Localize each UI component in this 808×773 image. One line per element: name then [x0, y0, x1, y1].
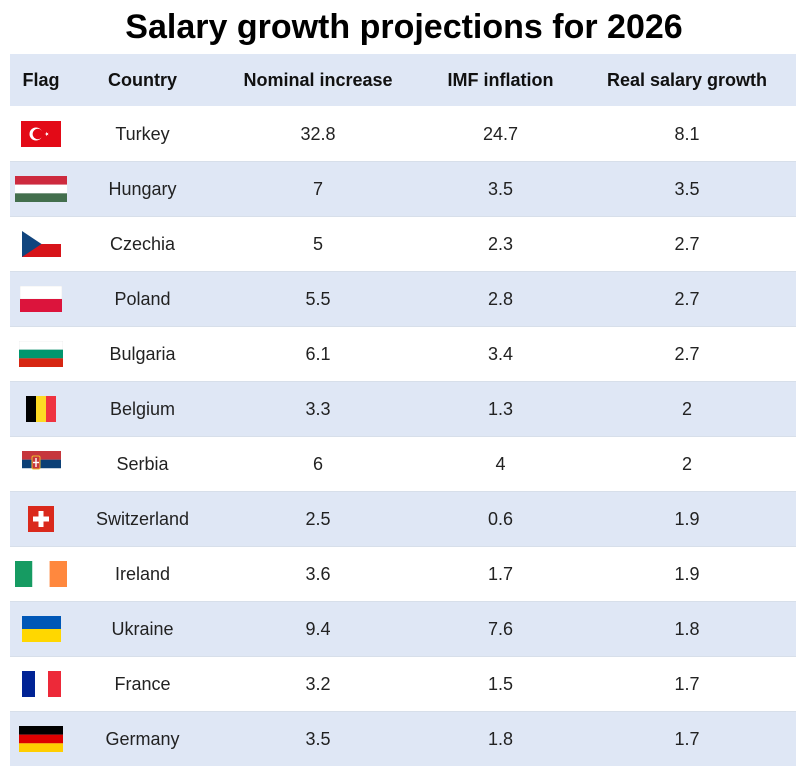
flag-cell	[10, 711, 72, 766]
nominal-increase-cell: 2.5	[213, 491, 423, 547]
real-salary-growth-cell: 8.1	[578, 106, 796, 162]
switzerland-flag-icon	[10, 492, 72, 546]
real-salary-growth-cell: 2.7	[578, 326, 796, 382]
nominal-increase-cell: 9.4	[213, 601, 423, 657]
nominal-increase-cell: 5	[213, 216, 423, 272]
flag-cell	[10, 491, 72, 547]
country-cell: Switzerland	[72, 491, 213, 547]
czechia-flag-icon	[10, 217, 72, 271]
table-row: Ireland 3.6 1.7 1.9	[10, 546, 796, 602]
nominal-increase-cell: 3.6	[213, 546, 423, 602]
nominal-increase-cell: 6	[213, 436, 423, 492]
real-salary-growth-cell: 2.7	[578, 216, 796, 272]
imf-inflation-cell: 2.8	[423, 271, 578, 327]
flag-cell	[10, 601, 72, 657]
imf-inflation-cell: 3.4	[423, 326, 578, 382]
real-salary-growth-cell: 1.7	[578, 711, 796, 766]
column-header-flag: Flag	[10, 54, 72, 107]
country-cell: Czechia	[72, 216, 213, 272]
nominal-increase-cell: 3.5	[213, 711, 423, 766]
imf-inflation-cell: 24.7	[423, 106, 578, 162]
bulgaria-flag-icon	[10, 327, 72, 381]
flag-cell	[10, 656, 72, 712]
flag-cell	[10, 546, 72, 602]
nominal-increase-cell: 7	[213, 161, 423, 217]
salary-table: Flag Country Nominal increase IMF inflat…	[10, 54, 796, 766]
imf-inflation-cell: 2.3	[423, 216, 578, 272]
ireland-flag-icon	[10, 547, 72, 601]
real-salary-growth-cell: 2	[578, 436, 796, 492]
column-header-country: Country	[72, 54, 213, 107]
belgium-flag-icon	[10, 382, 72, 436]
column-header-inflation: IMF inflation	[423, 54, 578, 107]
table-header-row: Flag Country Nominal increase IMF inflat…	[10, 54, 796, 107]
table-row: Czechia 5 2.3 2.7	[10, 216, 796, 272]
table-row: Hungary 7 3.5 3.5	[10, 161, 796, 217]
real-salary-growth-cell: 2	[578, 381, 796, 437]
imf-inflation-cell: 7.6	[423, 601, 578, 657]
nominal-increase-cell: 3.3	[213, 381, 423, 437]
country-cell: France	[72, 656, 213, 712]
imf-inflation-cell: 1.5	[423, 656, 578, 712]
flag-cell	[10, 271, 72, 327]
table-row: France 3.2 1.5 1.7	[10, 656, 796, 712]
germany-flag-icon	[10, 712, 72, 766]
flag-cell	[10, 326, 72, 382]
country-cell: Germany	[72, 711, 213, 766]
table-row: Turkey 32.8 24.7 8.1	[10, 106, 796, 162]
real-salary-growth-cell: 3.5	[578, 161, 796, 217]
column-header-nominal: Nominal increase	[213, 54, 423, 107]
imf-inflation-cell: 1.7	[423, 546, 578, 602]
column-header-real: Real salary growth	[578, 54, 796, 107]
imf-inflation-cell: 3.5	[423, 161, 578, 217]
flag-cell	[10, 216, 72, 272]
country-cell: Poland	[72, 271, 213, 327]
table-body: Turkey 32.8 24.7 8.1 Hungary 7 3.5 3.5 Czechia 5 2…	[10, 106, 796, 766]
country-cell: Serbia	[72, 436, 213, 492]
imf-inflation-cell: 4	[423, 436, 578, 492]
country-cell: Hungary	[72, 161, 213, 217]
real-salary-growth-cell: 1.9	[578, 546, 796, 602]
nominal-increase-cell: 32.8	[213, 106, 423, 162]
flag-cell	[10, 436, 72, 492]
table-row: Belgium 3.3 1.3 2	[10, 381, 796, 437]
table-row: Poland 5.5 2.8 2.7	[10, 271, 796, 327]
serbia-flag-icon	[10, 437, 72, 491]
table-row: Bulgaria 6.1 3.4 2.7	[10, 326, 796, 382]
france-flag-icon	[10, 657, 72, 711]
flag-cell	[10, 106, 72, 162]
country-cell: Ukraine	[72, 601, 213, 657]
imf-inflation-cell: 1.8	[423, 711, 578, 766]
table-row: Serbia 6 4 2	[10, 436, 796, 492]
imf-inflation-cell: 0.6	[423, 491, 578, 547]
hungary-flag-icon	[10, 162, 72, 216]
real-salary-growth-cell: 2.7	[578, 271, 796, 327]
table-row: Ukraine 9.4 7.6 1.8	[10, 601, 796, 657]
country-cell: Bulgaria	[72, 326, 213, 382]
imf-inflation-cell: 1.3	[423, 381, 578, 437]
flag-cell	[10, 161, 72, 217]
turkey-flag-icon	[10, 107, 72, 161]
table-row: Switzerland 2.5 0.6 1.9	[10, 491, 796, 547]
nominal-increase-cell: 5.5	[213, 271, 423, 327]
page-title: Salary growth projections for 2026	[125, 8, 683, 46]
real-salary-growth-cell: 1.7	[578, 656, 796, 712]
country-cell: Turkey	[72, 106, 213, 162]
real-salary-growth-cell: 1.9	[578, 491, 796, 547]
country-cell: Belgium	[72, 381, 213, 437]
country-cell: Ireland	[72, 546, 213, 602]
poland-flag-icon	[10, 272, 72, 326]
table-row: Germany 3.5 1.8 1.7	[10, 711, 796, 766]
nominal-increase-cell: 3.2	[213, 656, 423, 712]
real-salary-growth-cell: 1.8	[578, 601, 796, 657]
ukraine-flag-icon	[10, 602, 72, 656]
nominal-increase-cell: 6.1	[213, 326, 423, 382]
flag-cell	[10, 381, 72, 437]
